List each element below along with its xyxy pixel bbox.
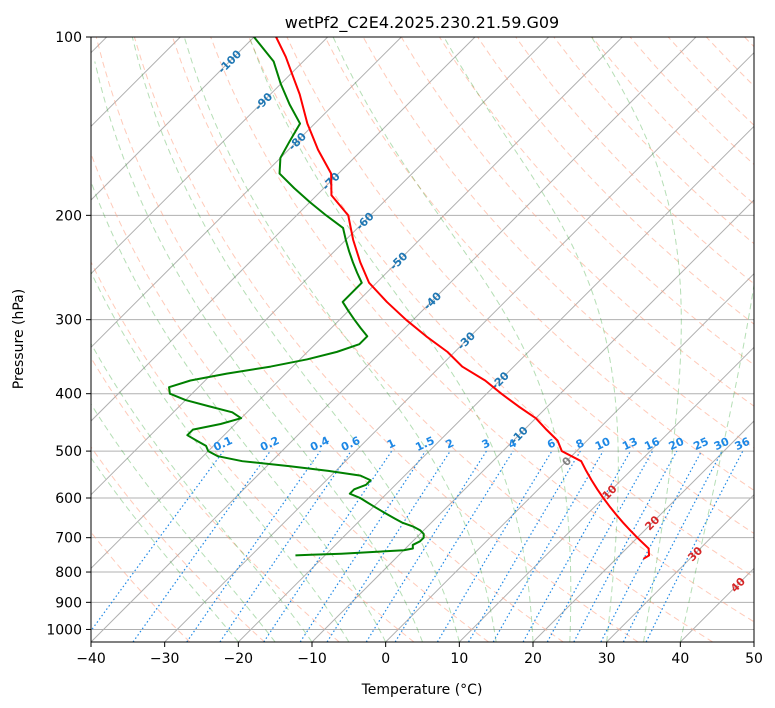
y-tick-label: 100 <box>55 30 82 46</box>
isotherm-line <box>91 37 623 570</box>
mixing-ratio-line <box>132 450 271 642</box>
dry-adiabat <box>133 37 639 642</box>
dry-adiabat <box>95 37 564 642</box>
mixing-ratio-line <box>263 450 393 642</box>
isotherm-line <box>385 272 754 642</box>
x-tick-label: 50 <box>745 651 763 667</box>
mixing-ratio-line <box>186 450 321 642</box>
mixing-ratio-line <box>522 450 632 642</box>
dewpoint-profile-line <box>168 37 425 557</box>
mixing-ratio-line <box>326 450 451 642</box>
y-tick-label: 200 <box>55 208 82 224</box>
mixing-ratio-label: 16 <box>642 435 662 453</box>
isotherm-line <box>91 37 476 422</box>
dry-adiabat <box>91 260 415 642</box>
plot-background <box>91 37 754 642</box>
x-tick-label: −40 <box>76 651 106 667</box>
y-tick-label: 1000 <box>46 622 82 638</box>
isotherm-line <box>91 37 550 496</box>
dry-adiabat <box>324 37 754 491</box>
isotherm-line <box>91 37 255 201</box>
isotherm-line <box>532 420 754 642</box>
y-tick-label: 700 <box>55 531 82 547</box>
y-tick-label: 500 <box>55 444 82 460</box>
x-tick-label: 0 <box>381 651 390 667</box>
dry-adiabat <box>91 356 340 642</box>
y-tick-label: 600 <box>55 491 82 507</box>
x-tick-label: −30 <box>150 651 180 667</box>
moist-adiabat <box>91 180 387 642</box>
isotherm-line <box>91 37 697 642</box>
x-axis-label: Temperature (°C) <box>361 682 483 698</box>
y-tick-label: 900 <box>55 595 82 611</box>
moist-adiabat <box>248 37 534 642</box>
isotherm-line <box>91 37 402 349</box>
y-tick-label: 400 <box>55 387 82 403</box>
y-tick-label: 800 <box>55 565 82 581</box>
moist-adiabat <box>94 61 423 642</box>
moist-adiabat <box>679 281 754 642</box>
y-tick-label: 300 <box>55 313 82 329</box>
moist-adiabat <box>443 37 619 642</box>
x-tick-label: −20 <box>224 651 254 667</box>
mixing-ratio-line <box>645 450 744 642</box>
moist-adiabat <box>91 403 276 642</box>
x-tick-label: −10 <box>297 651 327 667</box>
mixing-ratio-label: 25 <box>691 435 710 453</box>
moist-adiabat <box>91 271 350 642</box>
plot-frame <box>90 36 755 643</box>
moist-adiabat <box>183 37 497 642</box>
mixing-ratio-label: 13 <box>620 435 639 453</box>
dry-adiabat <box>248 37 754 578</box>
chart-title: wetPf2_C2E4.2025.230.21.59.G09 <box>285 13 559 33</box>
isotherm-line <box>606 493 754 642</box>
isotherm-line <box>753 641 754 642</box>
mixing-ratio-line <box>394 450 514 642</box>
isotherm-line <box>164 51 754 642</box>
mixing-ratio-label: 30 <box>712 435 732 453</box>
dry-adiabat <box>515 37 754 285</box>
isotherm-line <box>91 37 329 275</box>
x-axis: −40 −30 −20 −10 0 10 20 30 40 50 <box>76 642 763 667</box>
moist-adiabat <box>131 37 460 642</box>
y-axis: 100 200 300 400 500 600 700 800 900 1000 <box>46 30 91 638</box>
temperature-profile-line <box>275 37 651 560</box>
moist-adiabat <box>91 342 313 642</box>
moist-adiabat <box>591 37 682 642</box>
moist-adiabat <box>332 37 572 642</box>
mixing-ratio-line <box>219 450 352 642</box>
mixing-ratio-line <box>546 450 654 642</box>
mixing-ratio-label: 20 <box>667 435 687 453</box>
y-axis-label: Pressure (hPa) <box>11 289 27 389</box>
dry-adiabat <box>91 446 265 642</box>
isotherm-line <box>458 346 754 642</box>
dry-adiabat <box>172 37 714 642</box>
dry-adiabat <box>286 37 754 535</box>
mixing-ratio-line <box>91 450 224 632</box>
dry-adiabat <box>210 37 754 623</box>
x-tick-label: 40 <box>671 651 689 667</box>
x-tick-label: 20 <box>524 651 542 667</box>
mixing-ratio-line <box>573 450 678 642</box>
mixing-ratio-line <box>299 450 426 642</box>
mixing-ratio-label: 10 <box>593 435 613 453</box>
mixing-ratio-label: 36 <box>733 435 753 453</box>
dry-adiabat <box>477 37 754 325</box>
x-tick-label: 30 <box>598 651 616 667</box>
isotherm-line <box>237 125 754 642</box>
x-tick-label: 10 <box>450 651 468 667</box>
